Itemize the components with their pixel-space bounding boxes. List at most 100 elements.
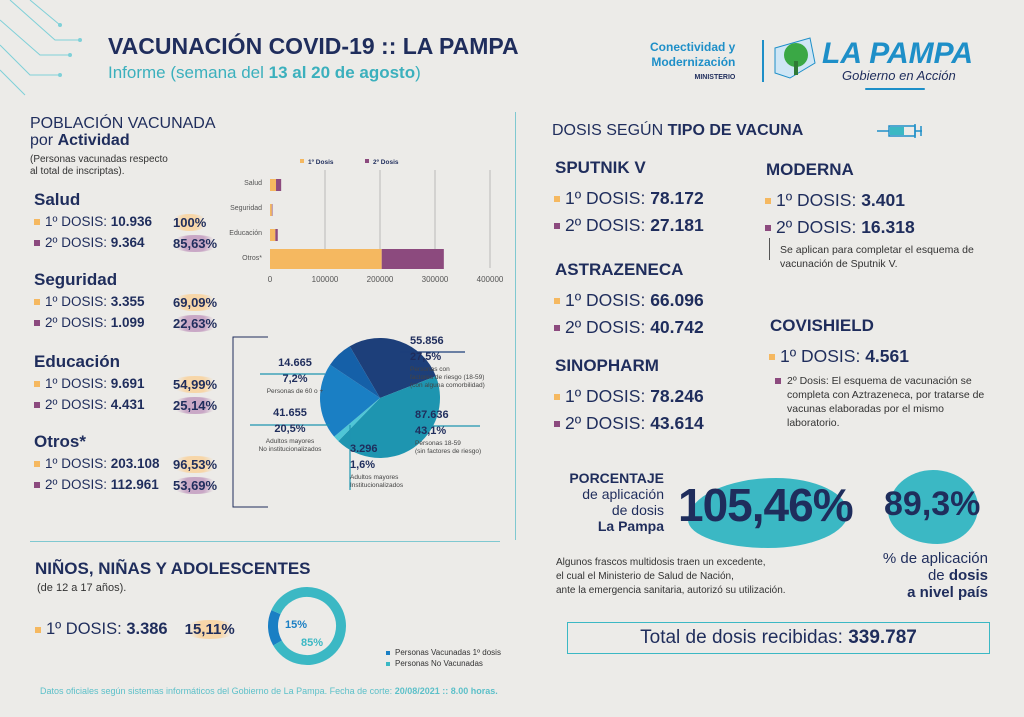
- group-title: Salud: [34, 190, 81, 209]
- second-dose-marker: [554, 325, 560, 332]
- y-category-label: Salud: [244, 180, 262, 187]
- percent-line: La Pampa: [597, 518, 664, 534]
- first-dose-row: 1º DOSIS: 3.355: [34, 294, 145, 309]
- legend-label: 2º Dosis: [373, 159, 399, 166]
- dose-value: 66.096: [650, 290, 704, 310]
- logo-divider: [762, 40, 764, 82]
- total-value: 339.787: [848, 627, 917, 648]
- activity-title: POBLACIÓN VACUNADA: [30, 115, 216, 132]
- bar-segment: [381, 249, 444, 269]
- x-tick-label: 100000: [312, 275, 339, 284]
- kids-donut-chart: 15% 85%: [268, 587, 346, 665]
- dose-value: 16.318: [861, 217, 915, 237]
- dose-label: 1º DOSIS:: [46, 620, 122, 638]
- subtitle-bold: Actividad: [57, 132, 130, 149]
- title-bold: TIPO DE VACUNA: [667, 122, 804, 139]
- legend-marker: [365, 159, 369, 163]
- bar-segment: [275, 229, 278, 241]
- brand-tagline: Gobierno en Acción: [842, 68, 956, 83]
- legend-item: Personas No Vacunadas: [386, 658, 501, 669]
- total-doses-box: Total de dosis recibidas: 339.787: [567, 622, 990, 654]
- first-dose-row: 1º DOSIS: 10.936: [34, 214, 152, 229]
- activity-note: (Personas vacunadas respecto: [30, 154, 168, 165]
- group-title: Educación: [34, 352, 120, 371]
- dose-label: 2º DOSIS:: [45, 235, 107, 250]
- country-blob: [888, 470, 978, 544]
- dose-value: 1.099: [110, 315, 145, 330]
- dose-label: 1º DOSIS:: [565, 386, 646, 406]
- dose-value: 3.355: [110, 294, 145, 309]
- dose-label: 1º DOSIS:: [45, 214, 107, 229]
- dose-label: 1º DOSIS:: [776, 190, 857, 210]
- moderna-first-dose: 1º DOSIS: 3.401: [765, 190, 905, 211]
- ministry-line: Modernización: [651, 55, 736, 69]
- bar-segment: [270, 229, 276, 241]
- donut-label: 15%: [285, 619, 307, 631]
- dose-label: 2º DOSIS:: [565, 413, 646, 433]
- first-dose-marker: [34, 381, 40, 388]
- second-dose-percent: 25,14%: [170, 397, 221, 414]
- kids-title: NIÑOS, NIÑAS Y ADOLESCENTES: [35, 559, 311, 578]
- dose-label: 1º DOSIS:: [45, 294, 107, 309]
- dose-label: 1º DOSIS:: [780, 346, 861, 366]
- pie-category-label: Adultos mayores: [266, 438, 315, 445]
- section-divider: [515, 112, 516, 540]
- pie-percent-label: 20,5%: [274, 423, 305, 435]
- first-dose-marker: [554, 298, 560, 305]
- group-title: Seguridad: [34, 270, 118, 289]
- label-bold: dosis: [948, 567, 988, 584]
- dose-value: 27.181: [650, 215, 704, 235]
- first-dose-marker: [554, 196, 560, 203]
- first-dose-marker: [34, 219, 40, 226]
- pie-category-label: No institucionalizados: [259, 446, 323, 453]
- footer-text: Datos oficiales según sistemas informáti…: [40, 686, 395, 696]
- vaccine-name-sputnik: SPUTNIK V: [555, 158, 646, 177]
- lp-blob: [688, 478, 848, 548]
- percent-note: Algunos frascos multidosis traen un exce…: [556, 556, 786, 598]
- pie-percent-label: 7,2%: [282, 373, 307, 385]
- pie-slice: [334, 398, 380, 442]
- pie-slice: [338, 376, 440, 458]
- note-line: Algunos frascos multidosis traen un exce…: [556, 557, 766, 568]
- ministry-logo: Conectividad y Modernización MINISTERIO: [650, 40, 735, 85]
- activity-bar-chart: 0 100000 200000 300000 400000 1º Dosis 2º Dosi…: [229, 159, 504, 284]
- vaccine-name-moderna: MODERNA: [766, 160, 854, 179]
- dose-value: 43.614: [650, 413, 704, 433]
- pie-percent-label: 43,1%: [415, 425, 446, 437]
- x-tick-label: 200000: [367, 275, 394, 284]
- dose-value: 40.742: [650, 317, 704, 337]
- note-text: 2º Dosis: El esquema de vacunación se co…: [787, 375, 985, 429]
- sputnik-second-dose: 2º DOSIS: 27.181: [554, 215, 704, 236]
- bar-segment: [276, 179, 282, 191]
- footer-source: Datos oficiales según sistemas informáti…: [40, 686, 498, 696]
- activity-note: al total de inscriptas).: [30, 166, 125, 177]
- second-dose-marker: [34, 402, 40, 409]
- country-percent-value: 89,3%: [884, 485, 981, 523]
- pie-value-label: 3.296: [350, 443, 378, 455]
- y-category-label: Otros*: [242, 255, 262, 262]
- second-dose-marker: [765, 225, 771, 232]
- second-dose-marker: [34, 482, 40, 489]
- first-dose-row: 1º DOSIS: 9.691: [34, 376, 145, 391]
- title-pre: DOSIS SEGÚN: [552, 122, 668, 139]
- covishield-note: 2º Dosis: El esquema de vacunación se co…: [775, 374, 985, 430]
- first-dose-marker: [554, 394, 560, 401]
- dose-value: 4.431: [110, 397, 145, 412]
- donut-legend: Personas Vacunadas 1º dosis Personas No …: [386, 647, 501, 669]
- subtitle-text: Informe (semana del: [108, 63, 269, 82]
- dose-label: 1º DOSIS:: [565, 188, 646, 208]
- first-dose-marker: [34, 461, 40, 468]
- ministry-line: MINISTERIO: [694, 74, 736, 81]
- vaccine-name-sinopharm: SINOPHARM: [555, 356, 659, 375]
- dose-label: 1º DOSIS:: [45, 376, 107, 391]
- y-category-label: Educación: [229, 230, 262, 237]
- dose-value: 3.401: [861, 190, 905, 210]
- subtitle-dates: 13 al 20 de agosto: [268, 63, 416, 82]
- dose-label: 2º DOSIS:: [565, 317, 646, 337]
- dose-value: 78.172: [650, 188, 704, 208]
- second-dose-marker: [34, 320, 40, 327]
- bar-segment: [271, 204, 273, 216]
- note-line: ante la emergencia sanitaria, autorizó s…: [556, 585, 786, 596]
- first-dose-marker: [765, 198, 771, 205]
- legend-label: Personas Vacunadas 1º dosis: [395, 648, 501, 657]
